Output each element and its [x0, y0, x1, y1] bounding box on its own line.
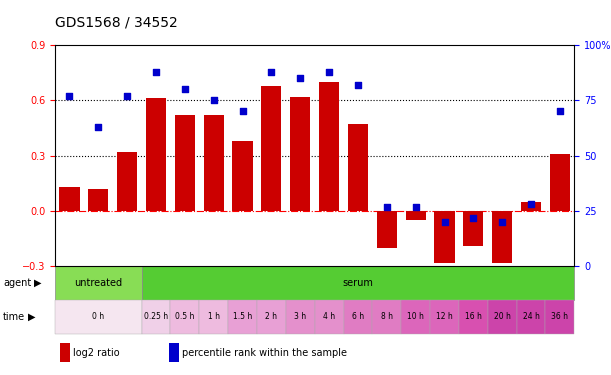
Text: 1.5 h: 1.5 h [233, 312, 252, 321]
Text: serum: serum [343, 278, 373, 288]
Text: 8 h: 8 h [381, 312, 393, 321]
Bar [146, 99, 166, 211]
Bar [55, 266, 142, 300]
Point [469, 214, 478, 220]
Bar [434, 211, 455, 262]
Bar [142, 300, 170, 334]
Point [65, 93, 75, 99]
Bar [257, 300, 286, 334]
Text: 3 h: 3 h [294, 312, 306, 321]
Text: log2 ratio: log2 ratio [73, 348, 120, 357]
Text: 36 h: 36 h [551, 312, 568, 321]
Bar [406, 211, 426, 220]
Point [209, 97, 219, 103]
Text: 1 h: 1 h [208, 312, 220, 321]
Text: 0.25 h: 0.25 h [144, 312, 168, 321]
Point [439, 219, 449, 225]
Bar [199, 300, 228, 334]
Bar [315, 300, 343, 334]
Point [324, 69, 334, 75]
Point [151, 69, 161, 75]
Bar [343, 300, 372, 334]
Bar [55, 300, 142, 334]
Text: time: time [3, 312, 25, 322]
Text: 6 h: 6 h [352, 312, 364, 321]
Point [266, 69, 276, 75]
Bar [232, 141, 252, 211]
Bar [377, 211, 397, 248]
Bar [492, 211, 512, 262]
Text: GDS1568 / 34552: GDS1568 / 34552 [55, 16, 178, 30]
Text: percentile rank within the sample: percentile rank within the sample [182, 348, 347, 357]
Bar [88, 189, 108, 211]
Bar [290, 97, 310, 211]
Point [382, 204, 392, 210]
Bar [319, 82, 339, 211]
Point [93, 124, 103, 130]
Text: 12 h: 12 h [436, 312, 453, 321]
Bar [517, 300, 546, 334]
Point [526, 201, 536, 207]
Text: 20 h: 20 h [494, 312, 511, 321]
Point [497, 219, 507, 225]
Bar [175, 115, 195, 211]
Text: 0 h: 0 h [92, 312, 104, 321]
Bar [286, 300, 315, 334]
Text: ▶: ▶ [28, 312, 35, 322]
Text: 4 h: 4 h [323, 312, 335, 321]
Bar [170, 300, 199, 334]
Bar [372, 300, 401, 334]
Point [555, 108, 565, 114]
Point [238, 108, 247, 114]
Text: agent: agent [3, 278, 31, 288]
Bar [521, 202, 541, 211]
Bar [488, 300, 517, 334]
Bar [463, 211, 483, 246]
Bar [203, 115, 224, 211]
Bar [228, 300, 257, 334]
Point [353, 82, 363, 88]
Text: 0.5 h: 0.5 h [175, 312, 194, 321]
Bar [546, 300, 574, 334]
Point [295, 75, 305, 81]
Bar [60, 343, 70, 362]
Bar [550, 154, 570, 211]
Text: ▶: ▶ [34, 278, 41, 288]
Bar [401, 300, 430, 334]
Bar [59, 187, 79, 211]
Text: 2 h: 2 h [265, 312, 277, 321]
Point [122, 93, 132, 99]
Text: 16 h: 16 h [465, 312, 482, 321]
Bar [459, 300, 488, 334]
Bar [348, 124, 368, 211]
Bar [169, 343, 178, 362]
Point [411, 204, 420, 210]
Bar [117, 152, 137, 211]
Text: untreated: untreated [74, 278, 122, 288]
Bar [430, 300, 459, 334]
Bar [142, 266, 574, 300]
Text: 10 h: 10 h [407, 312, 424, 321]
Text: 24 h: 24 h [522, 312, 540, 321]
Bar [262, 86, 282, 211]
Point [180, 86, 189, 92]
